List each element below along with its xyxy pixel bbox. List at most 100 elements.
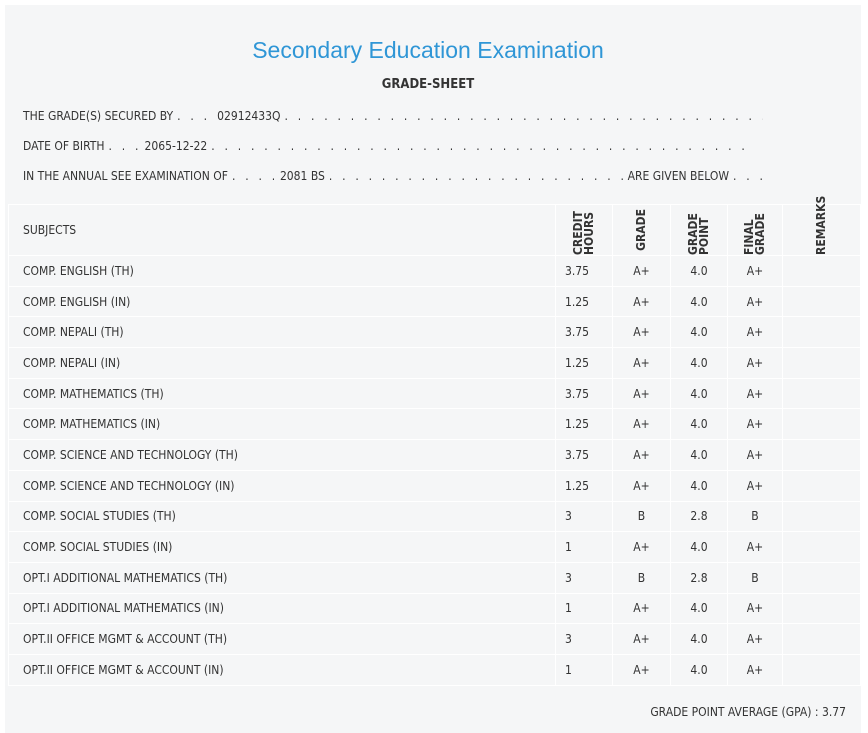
- cell: COMP. ENGLISH (IN): [8, 285, 556, 318]
- table-row: COMP. MATHEMATICS (TH) 3.75 A+ 4.0 A+: [8, 377, 861, 410]
- gpa-value: 3.77: [821, 705, 846, 719]
- cell: A+: [727, 469, 783, 502]
- cell: A+: [612, 255, 671, 287]
- cell: 3.75: [555, 377, 613, 410]
- column-header-text: REMARKS: [814, 195, 828, 255]
- cell: OPT.I ADDITIONAL MATHEMATICS (TH): [8, 561, 556, 594]
- cell: 4.0: [670, 377, 728, 410]
- column-header: REMARKS: [782, 195, 861, 256]
- cell: 3: [555, 623, 613, 655]
- cell: 4.0: [670, 285, 728, 318]
- column-header: SUBJECTS: [8, 204, 556, 256]
- cell: 1.25: [555, 469, 613, 502]
- cell: COMP. MATHEMATICS (TH): [8, 377, 556, 410]
- cell: 1.25: [555, 285, 613, 318]
- table-row: COMP. SCIENCE AND TECHNOLOGY (IN) 1.25 A+ 4…: [8, 469, 861, 502]
- cell: 4.0: [670, 408, 728, 441]
- cell: A+: [612, 408, 671, 441]
- column-header: CREDIT HOURS: [555, 204, 613, 256]
- cell: 1.25: [555, 408, 613, 441]
- column-header-text: GRADE: [634, 209, 648, 251]
- cell: 4.0: [670, 592, 728, 625]
- cell: 4.0: [670, 255, 728, 287]
- cell: B: [612, 500, 671, 533]
- column-header-text: GRADE POINT: [686, 213, 711, 255]
- cell: 3: [555, 561, 613, 594]
- remarks-cell: [782, 347, 861, 379]
- cell: A+: [727, 377, 783, 410]
- column-header-text: CREDIT HOURS: [571, 211, 596, 255]
- remarks-cell: [782, 469, 861, 502]
- cell: COMP. SCIENCE AND TECHNOLOGY (IN): [8, 469, 556, 502]
- column-header: GRADE POINT: [670, 204, 728, 256]
- cell: 4.0: [670, 469, 728, 502]
- gpa: GRADE POINT AVERAGE (GPA) : 3.77: [650, 705, 846, 719]
- cell: 4.0: [670, 531, 728, 563]
- remarks-cell: [782, 377, 861, 410]
- cell: OPT.I ADDITIONAL MATHEMATICS (IN): [8, 592, 556, 625]
- info-label: IN THE ANNUAL SEE EXAMINATION OF: [23, 169, 228, 183]
- cell: A+: [612, 316, 671, 349]
- remarks-cell: [782, 285, 861, 318]
- cell: 3.75: [555, 255, 613, 287]
- remarks-cell: [782, 316, 861, 349]
- cell: 4.0: [670, 653, 728, 686]
- info-label: DATE OF BIRTH: [23, 139, 105, 153]
- remarks-cell: [782, 531, 861, 563]
- cell: B: [612, 561, 671, 594]
- remarks-cell: [782, 500, 861, 533]
- title: Secondary Education Examination: [252, 37, 604, 63]
- cell: A+: [727, 531, 783, 563]
- cell: COMP. NEPALI (IN): [8, 347, 556, 379]
- cell: A+: [727, 653, 783, 686]
- cell: A+: [727, 623, 783, 655]
- cell: COMP. MATHEMATICS (IN): [8, 408, 556, 441]
- column-header: FINAL GRADE: [727, 204, 783, 256]
- remarks-cell: [782, 561, 861, 594]
- table-row: COMP. SOCIAL STUDIES (TH) 3 B 2.8 B: [8, 500, 861, 533]
- table-row: OPT.II OFFICE MGMT & ACCOUNT (TH) 3 A+ 4.0 A…: [8, 623, 861, 655]
- remarks-cell: [782, 592, 861, 625]
- column-header: GRADE: [612, 204, 671, 256]
- cell: A+: [727, 285, 783, 318]
- column-header-text: FINAL GRADE: [742, 213, 767, 255]
- table-row: OPT.I ADDITIONAL MATHEMATICS (TH) 3 B 2.8 B: [8, 561, 861, 594]
- cell: 4.0: [670, 439, 728, 471]
- info-line: DATE OF BIRTH 2065-12-22: [23, 139, 753, 153]
- table-row: COMP. SOCIAL STUDIES (IN) 1 A+ 4.0 A+: [8, 531, 861, 563]
- info-label: THE GRADE(S) SECURED BY: [23, 109, 174, 123]
- cell: 3.75: [555, 439, 613, 471]
- table-row: COMP. SCIENCE AND TECHNOLOGY (TH) 3.75 A+ 4…: [8, 439, 861, 471]
- cell: COMP. SCIENCE AND TECHNOLOGY (TH): [8, 439, 556, 471]
- cell: A+: [612, 592, 671, 625]
- cell: 1: [555, 653, 613, 686]
- cell: A+: [612, 531, 671, 563]
- remarks-cell: [782, 255, 861, 287]
- cell: A+: [612, 439, 671, 471]
- cell: COMP. NEPALI (TH): [8, 316, 556, 349]
- remarks-cell: [782, 623, 861, 655]
- grades-table: SUBJECTS CREDIT HOURS GRADE GRADE POINT FINA…: [8, 195, 861, 686]
- cell: 4.0: [670, 316, 728, 349]
- cell: A+: [612, 285, 671, 318]
- cell: A+: [727, 592, 783, 625]
- cell: B: [727, 561, 783, 594]
- cell: A+: [612, 469, 671, 502]
- cell: COMP. ENGLISH (TH): [8, 255, 556, 287]
- table-row: COMP. ENGLISH (IN) 1.25 A+ 4.0 A+: [8, 285, 861, 318]
- remarks-cell: [782, 439, 861, 471]
- cell: A+: [727, 255, 783, 287]
- info-line: IN THE ANNUAL SEE EXAMINATION OF 2081 BS…: [23, 169, 763, 183]
- cell: 2.8: [670, 500, 728, 533]
- table-row: OPT.II OFFICE MGMT & ACCOUNT (IN) 1 A+ 4.0 A…: [8, 653, 861, 686]
- cell: B: [727, 500, 783, 533]
- cell: OPT.II OFFICE MGMT & ACCOUNT (TH): [8, 623, 556, 655]
- cell: 1: [555, 531, 613, 563]
- table-row: COMP. MATHEMATICS (IN) 1.25 A+ 4.0 A+: [8, 408, 861, 441]
- cell: A+: [727, 316, 783, 349]
- cell: 1: [555, 592, 613, 625]
- cell: 3: [555, 500, 613, 533]
- table-row: OPT.I ADDITIONAL MATHEMATICS (IN) 1 A+ 4.0 A…: [8, 592, 861, 625]
- subtitle: GRADE-SHEET: [381, 77, 475, 92]
- cell: 2.8: [670, 561, 728, 594]
